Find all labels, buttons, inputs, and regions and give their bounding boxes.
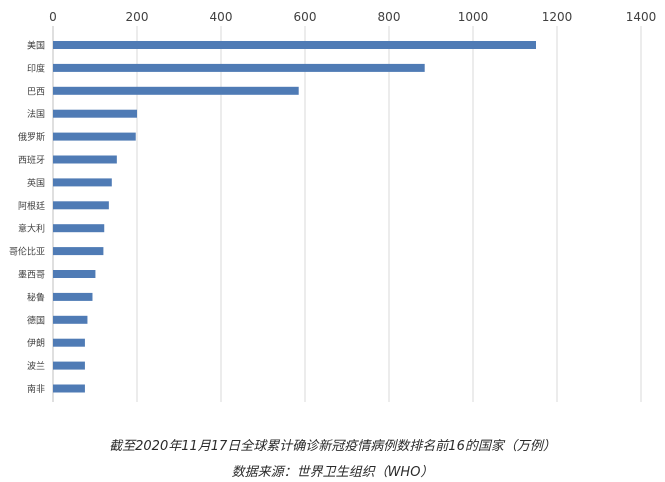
bar (53, 41, 536, 49)
bar (53, 224, 105, 233)
x-tick-label: 400 (210, 10, 233, 24)
bar (53, 315, 88, 324)
chart-caption: 截至2020年11月17日全球累计确诊新冠疫情病例数排名前16的国家（万例） (109, 439, 556, 454)
category-label: 印度 (27, 62, 45, 74)
bar (53, 178, 112, 187)
bar (53, 292, 93, 301)
category-label: 伊朗 (27, 337, 45, 349)
bar (53, 63, 425, 72)
x-tick-label: 1400 (626, 10, 657, 24)
category-label: 意大利 (18, 223, 45, 235)
bar (53, 109, 137, 118)
x-tick-label: 800 (378, 10, 401, 24)
bar (53, 155, 117, 164)
bar (53, 247, 104, 256)
category-label: 英国 (27, 177, 45, 189)
bar (53, 270, 96, 278)
category-label: 巴西 (27, 86, 45, 97)
x-tick-label: 1200 (542, 10, 573, 24)
category-label: 法国 (27, 108, 45, 120)
bar-chart: 0 200 400 600 800 1000 1200 1400 美国印度巴西法国俄罗斯西班牙… (9, 10, 656, 402)
category-label: 美国 (27, 40, 45, 52)
x-axis-ticks: 0 200 400 600 800 1000 1200 1400 (49, 10, 656, 24)
x-tick-label: 200 (126, 10, 149, 24)
category-label: 南非 (27, 383, 45, 395)
category-label: 西班牙 (18, 154, 45, 166)
category-label: 墨西哥 (18, 270, 45, 281)
bar (53, 361, 85, 370)
bar (53, 384, 85, 393)
bar (53, 201, 109, 210)
x-tick-label: 1000 (458, 10, 489, 24)
category-label: 阿根廷 (18, 200, 45, 212)
category-label: 秘鲁 (27, 291, 45, 303)
data-source-note: 数据来源：世界卫生组织（WHO） (231, 465, 434, 480)
x-tick-label: 0 (49, 10, 57, 24)
bar (53, 86, 299, 95)
category-label: 俄罗斯 (18, 131, 45, 143)
bar (53, 338, 85, 347)
category-label: 波兰 (27, 360, 45, 372)
x-tick-label: 600 (294, 10, 317, 24)
category-label: 哥伦比亚 (9, 246, 45, 258)
grid-lines (136, 26, 642, 402)
category-label: 德国 (27, 314, 45, 326)
bars (53, 41, 536, 393)
bar (53, 132, 136, 141)
